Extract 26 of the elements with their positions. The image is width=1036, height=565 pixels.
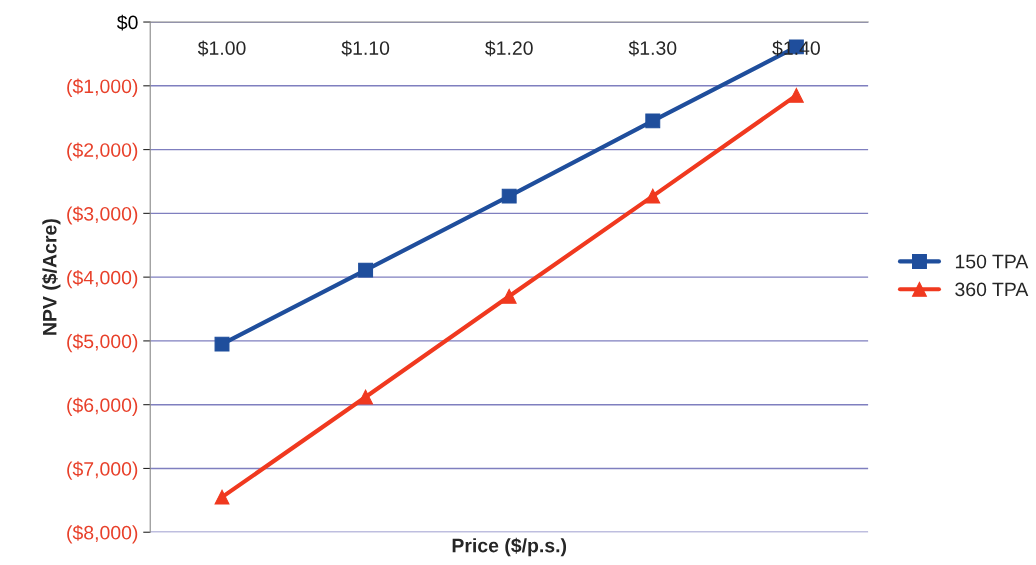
point	[645, 188, 661, 204]
point	[501, 188, 517, 204]
y-tick-label: ($3,000)	[67, 206, 138, 225]
y-tick-label: ($2,000)	[67, 142, 138, 161]
y-tick-label: ($8,000)	[67, 525, 138, 544]
point	[645, 113, 661, 129]
point	[788, 87, 804, 103]
x-tick-label: $1.30	[628, 40, 677, 57]
legend-label: 150 TPA	[955, 254, 1029, 269]
y-tick-label: ($1,000)	[67, 78, 138, 98]
point	[358, 389, 374, 405]
point	[214, 489, 230, 505]
point	[501, 288, 517, 304]
y-tick-label: $0	[117, 14, 138, 31]
x-tick-label: $1.10	[341, 40, 390, 57]
x-axis-title: Price ($/p.s.)	[452, 537, 567, 557]
y-tick-label: ($5,000)	[67, 333, 138, 353]
legend-label: 360 TPA	[955, 282, 1029, 297]
y-tick-label: ($4,000)	[67, 269, 138, 289]
x-tick-label: $1.20	[485, 40, 533, 57]
point	[214, 336, 230, 352]
y-tick-label: ($7,000)	[67, 461, 138, 480]
y-axis-title: NPV ($/Acre)	[41, 219, 61, 335]
y-tick-label: ($6,000)	[67, 397, 138, 416]
x-tick-label: $1.00	[197, 40, 246, 57]
point	[358, 262, 374, 278]
